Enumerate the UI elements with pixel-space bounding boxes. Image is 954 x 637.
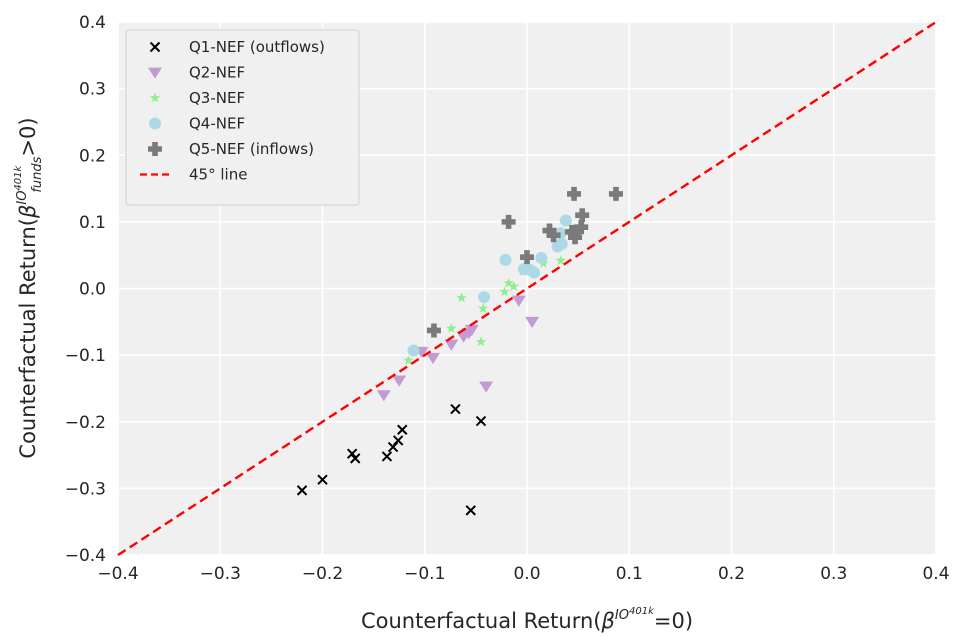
data-point [535,251,548,264]
y-tick-label: 0.2 [79,146,106,166]
x-tick-label: 0.2 [718,564,745,584]
data-point [350,453,361,464]
data-point [546,228,561,243]
data-point [559,214,572,227]
y-tick-label: −0.3 [65,479,106,499]
data-point [403,354,414,365]
x-tick-label: −0.2 [302,564,343,584]
data-point [567,186,582,201]
data-point [317,474,328,485]
x-tick-labels: −0.4 −0.3 −0.2 −0.1 0.0 0.1 0.2 0.3 0.4 [97,564,949,584]
data-point [555,255,566,265]
x-tick-label: 0.1 [616,564,643,584]
legend-label: Q2-NEF [189,64,245,82]
legend-marker [149,117,161,130]
y-tick-label: −0.4 [65,546,106,566]
legend-box [125,29,360,206]
data-point [392,375,407,387]
data-point [503,277,514,288]
legend-item-q4-nef: Q4-NEF [149,115,245,133]
data-layer [117,20,937,557]
y-axis-label: Counterfactual Return(βIO401k funds>0) [13,117,45,458]
data-point [407,344,420,357]
x-axis-label: Counterfactual Return(βIO401k=0) [361,606,693,633]
legend-marker [149,92,161,103]
x-tick-label: 0.4 [922,564,949,584]
x-tick-label: −0.3 [200,564,241,584]
legend-item-q1-nef-outflows: Q1-NEF (outflows) [149,38,325,56]
data-point [542,223,557,238]
x-tick-label: 0.0 [513,564,540,584]
data-point [397,424,408,435]
data-point [528,266,541,279]
data-point [425,352,440,365]
series-q1-nef-outflows [296,403,487,516]
data-point [525,316,540,329]
legend-item-q2-nef: Q2-NEF [148,64,245,82]
y-tick-label: 0.4 [79,13,106,33]
data-point [520,250,534,265]
data-point [608,186,623,201]
data-point [499,253,512,266]
legend-item-45-line: 45° line [140,166,247,184]
legend-marker [149,41,161,53]
data-point [387,441,399,453]
legend-item-q5-nef-inflows: Q5-NEF (inflows) [148,140,314,158]
data-point [346,448,358,459]
data-point [508,281,519,291]
data-point [555,237,568,250]
y-tick-label: 0.0 [79,280,106,300]
data-point [392,435,404,446]
data-point [465,505,476,516]
data-point [501,214,516,229]
data-point [477,302,489,313]
data-point [426,323,441,338]
legend-label: Q5-NEF (inflows) [189,140,314,158]
data-point [444,339,459,351]
data-point [564,224,579,239]
data-point [450,403,461,415]
data-point [575,208,590,223]
y-tick-labels: −0.4 −0.3 −0.2 −0.1 0.0 0.1 0.2 0.3 0.4 [65,13,106,566]
legend-label: Q3-NEF [189,89,245,107]
series-q5-nef-inflows [426,186,623,338]
data-point [499,286,510,297]
y-tick-label: 0.3 [79,80,106,100]
y-tick-label: −0.1 [65,346,106,366]
data-point [568,230,583,245]
y-tick-label: −0.2 [65,413,106,433]
x-tick-label: −0.1 [404,564,445,584]
legend-marker [148,67,162,79]
data-point [478,291,491,304]
data-point [296,485,308,496]
legend-marker [148,142,162,156]
series-q2-nef [376,295,540,402]
data-point [475,415,487,427]
data-point [446,322,457,333]
data-point [464,324,479,337]
series-q4-nef [407,214,572,357]
legend: Q1-NEF (outflows) Q2-NEF Q3-NEF Q4-NEF Q5-NE… [125,29,360,206]
y-tick-label: 0.1 [79,213,106,233]
data-point [475,336,487,347]
data-point [456,292,467,303]
data-point [381,451,393,462]
data-point [376,390,391,402]
legend-label: Q1-NEF (outflows) [189,38,325,56]
reference-line-45 [117,20,937,557]
legend-label: 45° line [189,166,247,184]
data-point [574,220,589,235]
x-tick-label: −0.4 [97,564,138,584]
x-tick-label: 0.3 [820,564,847,584]
data-point [479,381,494,393]
data-point [511,295,526,307]
legend-label: Q4-NEF [189,115,245,133]
legend-item-q3-nef: Q3-NEF [149,89,245,107]
